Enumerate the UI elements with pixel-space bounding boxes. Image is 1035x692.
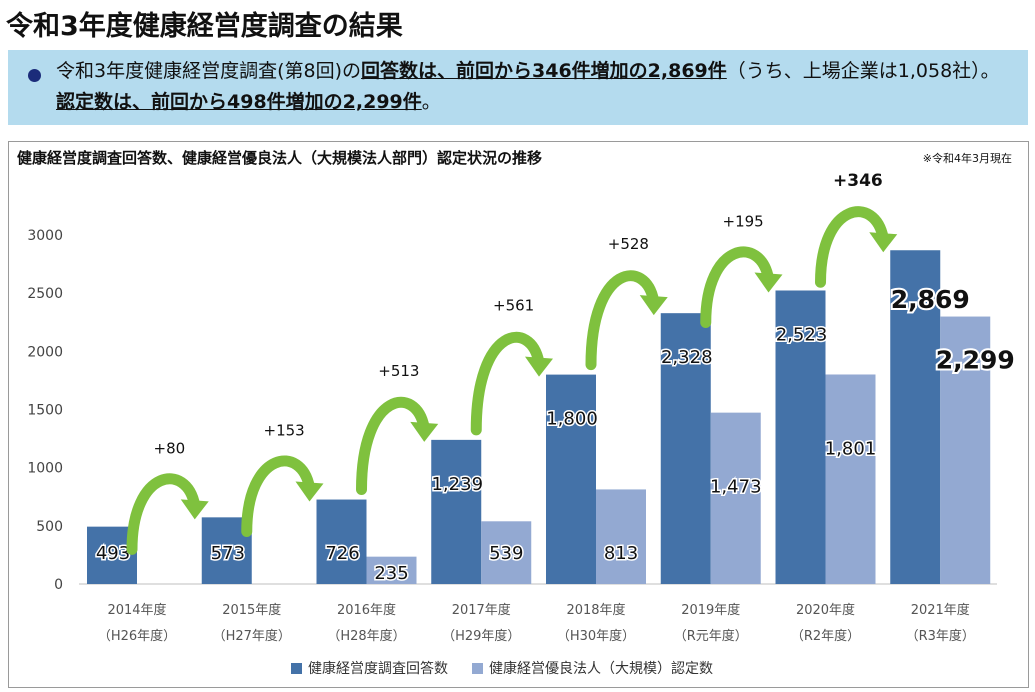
arrow-head-icon <box>754 272 783 293</box>
increase-label: +153 <box>264 422 305 440</box>
bar-responses <box>431 439 482 584</box>
x-tick-label-era: （H27年度） <box>213 628 291 644</box>
y-tick-label: 1500 <box>27 403 63 419</box>
bar-responses <box>775 290 826 584</box>
increase-label: +561 <box>493 297 534 315</box>
arrow-head-icon <box>180 499 209 520</box>
data-label-certified: 235 <box>374 563 408 584</box>
summary-text-2: （うち、上場企業は1,058社）。 <box>726 60 1000 82</box>
increase-label: +80 <box>154 439 186 457</box>
arrow-head-icon <box>639 295 668 316</box>
increase-arrow <box>241 455 315 538</box>
data-label-responses: 726 <box>325 543 359 564</box>
data-label-responses: 2,328 <box>661 347 713 368</box>
x-tick-label-era: （R3年度） <box>906 628 975 644</box>
y-tick-label: 0 <box>54 577 63 593</box>
increase-arrow <box>126 473 201 555</box>
legend-label-certified: 健康経営優良法人（大規模）認定数 <box>489 661 713 677</box>
arrow-head-icon <box>410 421 439 442</box>
x-tick-label-year: 2015年度 <box>222 602 281 618</box>
y-tick-label: 3000 <box>27 228 63 244</box>
x-tick-label-era: （H29年度） <box>442 628 520 644</box>
page-title: 令和3年度健康経営度調査の結果 <box>6 11 403 42</box>
increase-arrow <box>700 246 774 328</box>
data-label-certified: 2,299 <box>936 346 1015 375</box>
legend-swatch-certified <box>472 662 483 674</box>
summary-banner: 令和3年度健康経営度調査(第8回)の回答数は、前回から346件増加の2,869件… <box>8 50 1028 125</box>
increase-arrow <box>585 270 660 371</box>
bar-chart: 0 500 1000 1500 2000 2500 3000 2014年度 （H26年度） 493… <box>27 171 1016 644</box>
summary-highlight-certified: 認定数は、前回から498件増加の2,299件 <box>56 91 422 113</box>
increase-label: +528 <box>608 235 649 253</box>
chart-legend: 健康経営度調査回答数 健康経営優良法人（大規模）認定数 <box>291 658 713 678</box>
increase-arrow <box>815 206 889 288</box>
legend-item-responses: 健康経営度調査回答数 <box>291 658 448 678</box>
data-label-certified: 813 <box>604 543 638 564</box>
x-tick-label-era: （H30年度） <box>557 628 635 644</box>
bar-responses <box>660 313 711 584</box>
legend-swatch-responses <box>291 662 302 674</box>
arrow-head-icon <box>869 232 898 253</box>
bar-certified <box>710 412 761 584</box>
y-tick-label: 2500 <box>27 286 63 302</box>
legend-item-certified: 健康経営優良法人（大規模）認定数 <box>472 658 713 678</box>
chart-title: 健康経営度調査回答数、健康経営優良法人（大規模法人部門）認定状況の推移 <box>17 149 543 167</box>
data-label-responses: 2,523 <box>776 324 828 345</box>
increase-label: +195 <box>723 212 764 230</box>
increase-label: +513 <box>378 362 419 380</box>
bar-responses <box>890 250 941 584</box>
data-label-responses: 573 <box>211 543 245 564</box>
legend-label-responses: 健康経営度調査回答数 <box>308 661 448 677</box>
bar-responses <box>546 374 596 584</box>
x-tick-label-year: 2021年度 <box>911 602 970 618</box>
x-tick-label-year: 2020年度 <box>796 602 855 618</box>
increase-arrow <box>356 396 430 496</box>
data-label-responses: 1,239 <box>431 474 483 495</box>
x-tick-label-year: 2014年度 <box>107 602 166 618</box>
increase-arrow <box>470 332 545 436</box>
bar-certified <box>825 374 876 584</box>
x-tick-label-era: （R元年度） <box>674 628 748 644</box>
arrow-head-icon <box>295 481 324 502</box>
data-label-certified: 1,801 <box>825 438 877 459</box>
y-tick-label: 1000 <box>27 461 63 477</box>
increase-label: +346 <box>833 171 883 191</box>
data-label-responses: 1,800 <box>546 409 598 430</box>
chart-panel: 健康経営度調査回答数、健康経営優良法人（大規模法人部門）認定状況の推移 ※令和4… <box>8 141 1029 688</box>
data-label-responses: 2,869 <box>891 285 970 314</box>
chart-note: ※令和4年3月現在 <box>922 152 1012 165</box>
x-tick-label-era: （H28年度） <box>327 628 405 644</box>
bar-certified <box>366 556 417 584</box>
bullet-icon <box>28 69 41 82</box>
summary-text-1: 令和3年度健康経営度調査(第8回)の <box>56 60 362 82</box>
data-label-responses: 493 <box>96 543 130 564</box>
arrow-head-icon <box>525 356 553 377</box>
x-tick-label-era: （H26年度） <box>98 628 176 644</box>
bar-certified <box>940 316 991 584</box>
summary-highlight-responses: 回答数は、前回から346件増加の2,869件 <box>361 60 727 82</box>
y-tick-label: 2000 <box>27 344 63 360</box>
bar-certified <box>481 521 532 584</box>
x-tick-label-year: 2019年度 <box>681 602 740 618</box>
bar-certified <box>596 489 646 584</box>
bar-responses <box>316 499 367 584</box>
data-label-certified: 539 <box>489 543 523 564</box>
y-tick-label: 500 <box>36 519 63 535</box>
data-label-certified: 1,473 <box>710 477 762 498</box>
x-tick-label-era: （R2年度） <box>791 628 860 644</box>
x-tick-label-year: 2017年度 <box>452 602 511 618</box>
summary-text-3: 。 <box>421 91 441 113</box>
x-tick-label-year: 2018年度 <box>566 602 625 618</box>
x-tick-label-year: 2016年度 <box>337 602 396 618</box>
